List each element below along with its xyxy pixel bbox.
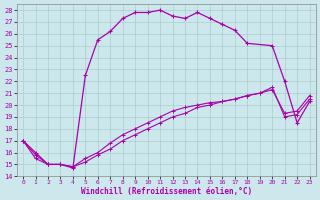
X-axis label: Windchill (Refroidissement éolien,°C): Windchill (Refroidissement éolien,°C)	[81, 187, 252, 196]
